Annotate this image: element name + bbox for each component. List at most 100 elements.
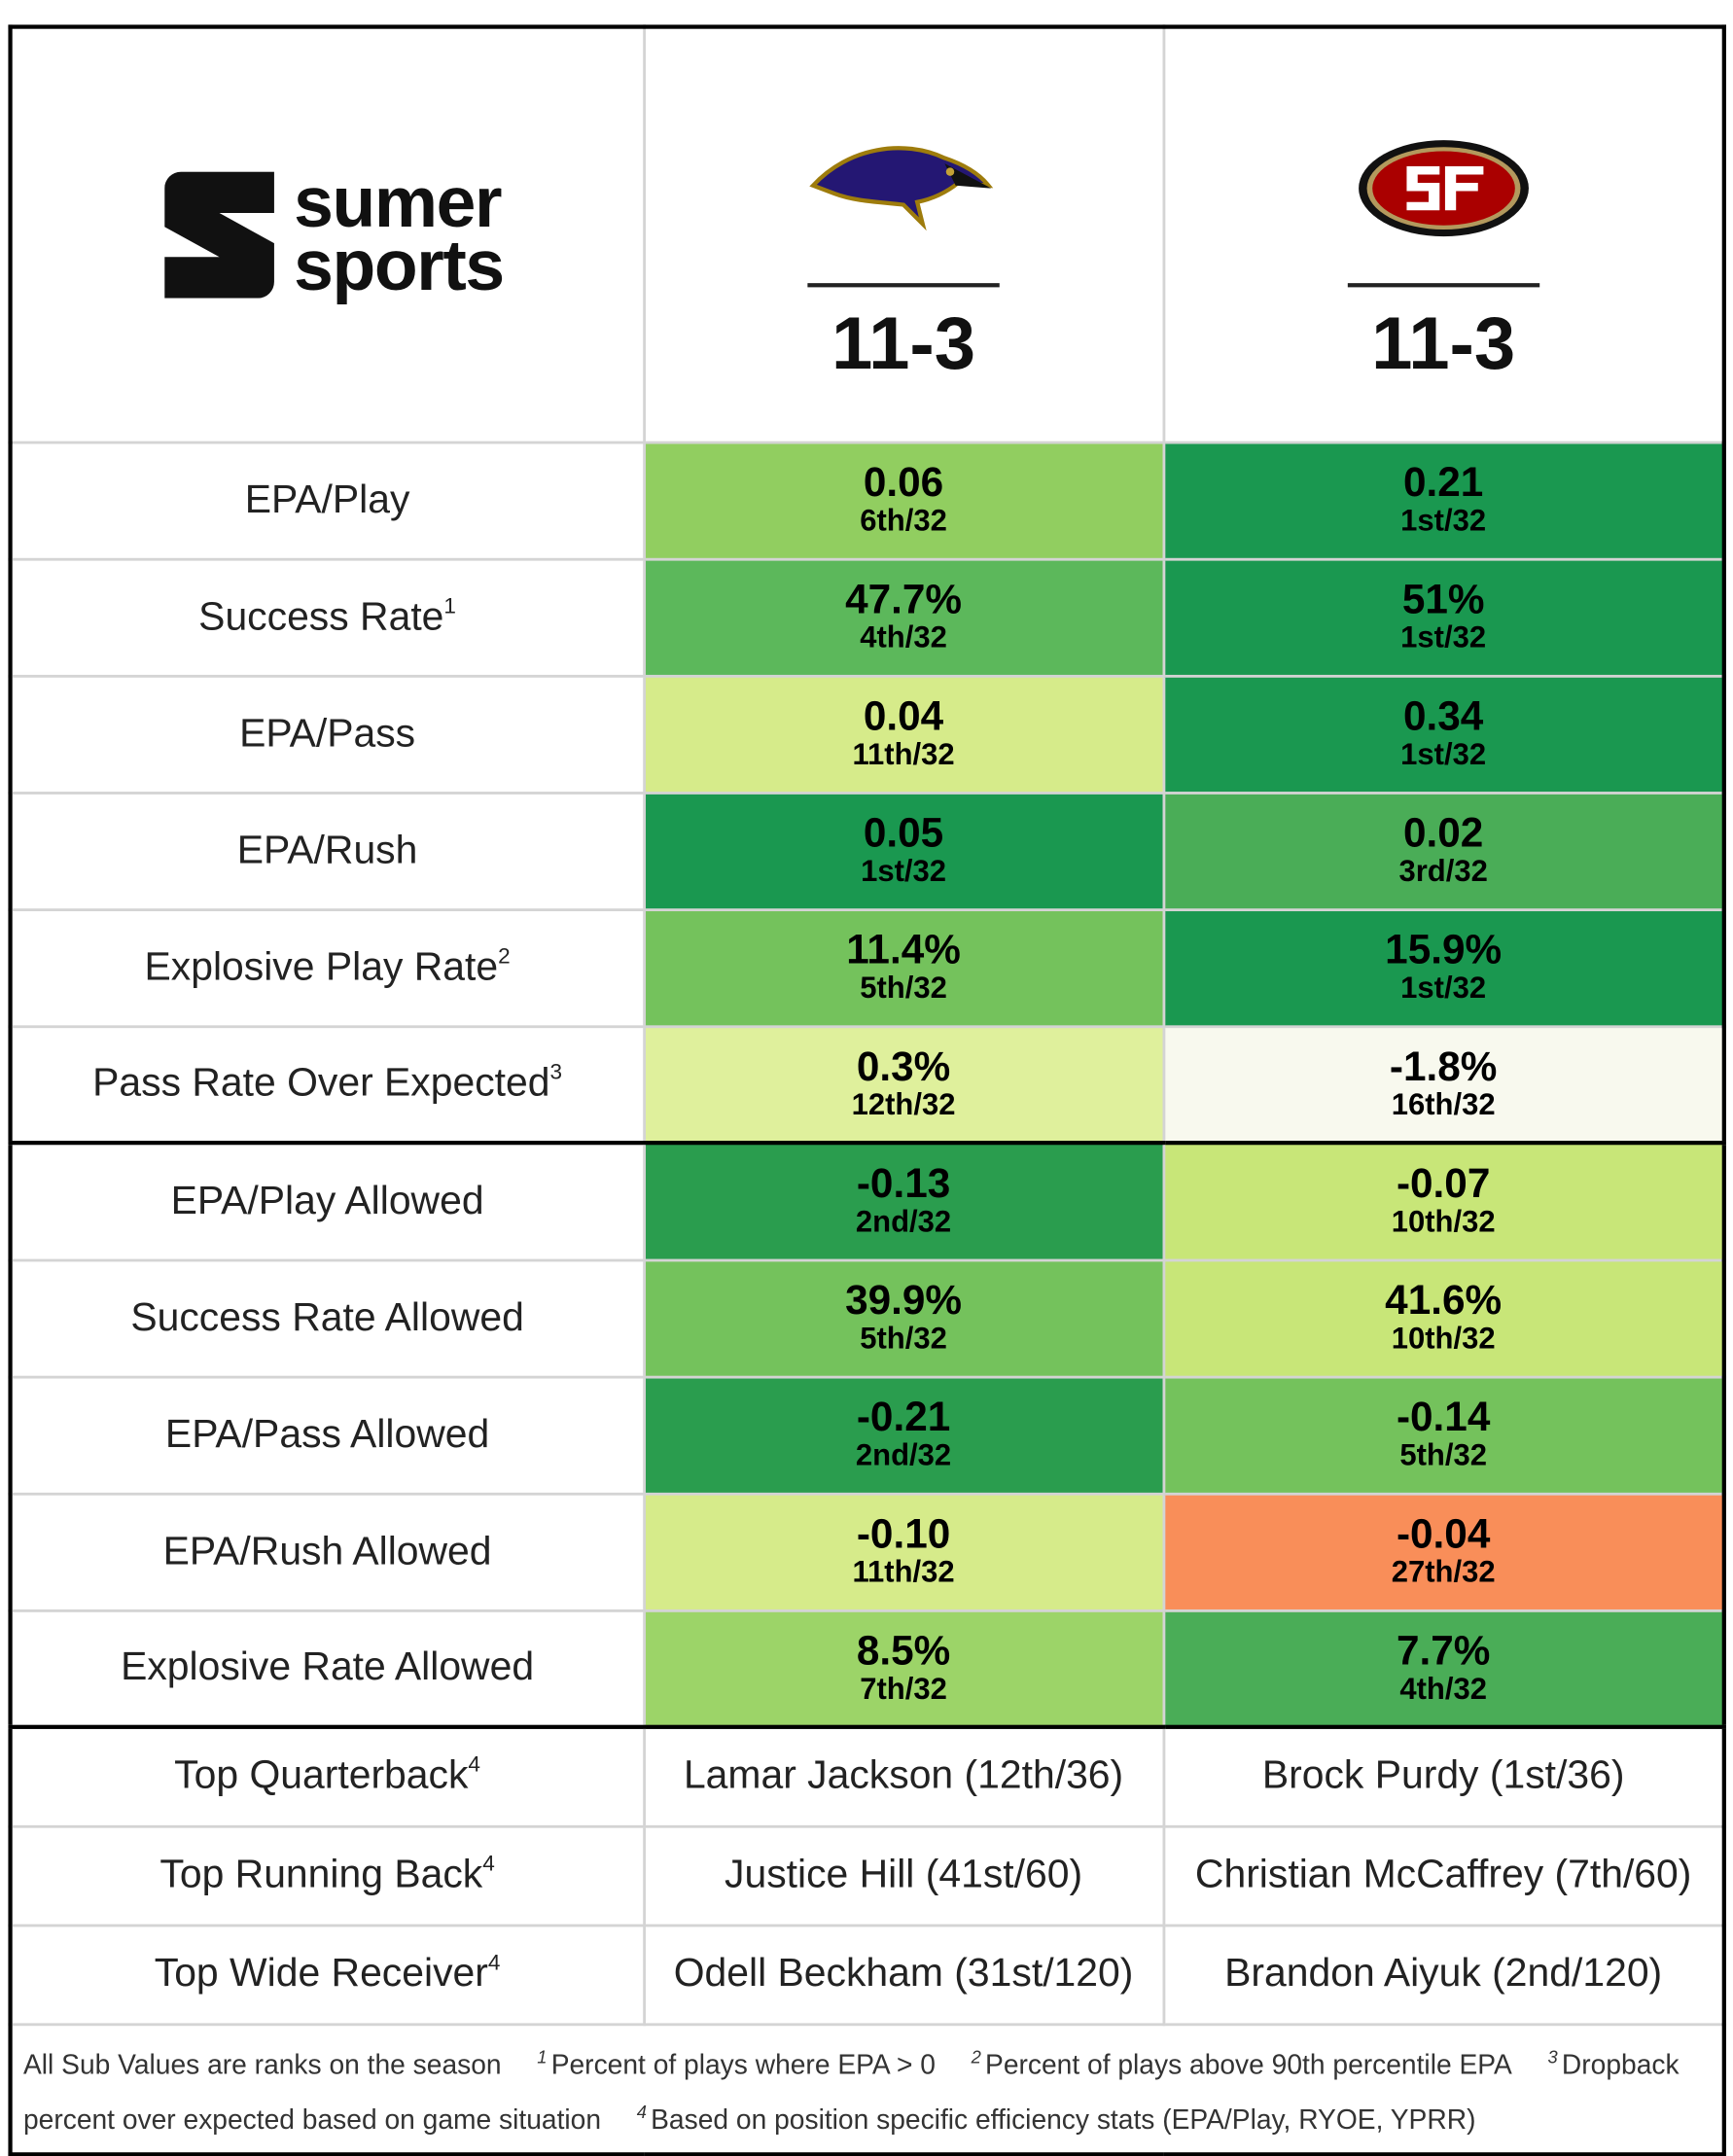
stat-row: EPA/Rush Allowed -0.10 11th/32 -0.04 27th/32: [9, 1492, 1726, 1612]
stat-rank: 11th/32: [852, 1554, 955, 1589]
stat-cell: 0.3% 12th/32: [642, 1024, 1165, 1146]
label-text: Top Quarterback: [174, 1753, 469, 1798]
stat-cell: 0.21 1st/32: [1161, 440, 1726, 560]
footnote-ref: 4: [468, 1753, 480, 1778]
team-logo: [1358, 139, 1529, 236]
stat-cell: 39.9% 5th/32: [642, 1257, 1165, 1378]
footnote-mark: 4: [636, 2101, 647, 2122]
footnote-mark: 3: [1547, 2045, 1558, 2067]
stat-value: 41.6%: [1385, 1278, 1503, 1325]
footnote-text: Based on position specific efficiency st…: [651, 2104, 1476, 2136]
stat-rank: 1st/32: [861, 853, 947, 888]
team-logo: [809, 145, 994, 230]
stat-value: 0.05: [863, 810, 944, 857]
stat-cell: 0.05 1st/32: [642, 791, 1165, 911]
stat-rank: 1st/32: [1400, 619, 1487, 654]
row-label: Explosive Rate Allowed: [9, 1608, 646, 1729]
row-label: Top Wide Receiver4: [9, 1923, 646, 2026]
stat-value: 0.34: [1402, 693, 1484, 740]
brand-text: sumer sports: [294, 162, 505, 306]
stat-rank: 1st/32: [1400, 736, 1487, 771]
stat-rank: 5th/32: [1399, 1437, 1487, 1472]
stat-rank: 2nd/32: [855, 1437, 952, 1472]
footer-intro: All Sub Values are ranks on the season: [22, 2049, 502, 2081]
stat-row: EPA/Rush 0.05 1st/32 0.02 3rd/32: [9, 791, 1726, 911]
stat-rank: 1st/32: [1400, 970, 1487, 1006]
stat-cell: 41.6% 10th/32: [1161, 1257, 1726, 1378]
label-text: EPA/Rush Allowed: [162, 1529, 492, 1573]
stat-rank: 3rd/32: [1398, 853, 1488, 888]
stat-value: 7.7%: [1396, 1628, 1491, 1675]
stat-value: 0.3%: [856, 1043, 951, 1090]
footer: All Sub Values are ranks on the season 1 P…: [9, 2022, 1726, 2156]
divider: [807, 282, 1000, 288]
stat-value: -0.10: [856, 1511, 951, 1558]
player-cell: Odell Beckham (31st/120): [642, 1923, 1165, 2026]
player-cell: Christian McCaffrey (7th/60): [1161, 1824, 1726, 1926]
player-cell: Justice Hill (41st/60): [642, 1824, 1165, 1926]
row-label: Pass Rate Over Expected3: [9, 1024, 646, 1146]
stat-row: Pass Rate Over Expected3 0.3% 12th/32 -1.8%…: [9, 1024, 1726, 1146]
stat-cell: 15.9% 1st/32: [1161, 907, 1726, 1028]
brand-line: sports: [294, 226, 505, 306]
row-label: EPA/Pass: [9, 674, 646, 795]
stat-value: -0.04: [1396, 1511, 1491, 1558]
stat-rank: 4th/32: [860, 619, 947, 654]
player-cell: Brandon Aiyuk (2nd/120): [1161, 1923, 1726, 2026]
stat-row: Explosive Play Rate2 11.4% 5th/32 15.9% 1st/…: [9, 907, 1726, 1028]
label-text: Top Wide Receiver: [154, 1951, 488, 1997]
stat-value: -1.8%: [1389, 1043, 1498, 1090]
label-text: Success Rate: [198, 594, 444, 639]
stat-cell: 0.06 6th/32: [642, 440, 1165, 560]
label-text: EPA/Pass Allowed: [164, 1412, 490, 1457]
stat-cell: -0.10 11th/32: [642, 1492, 1165, 1612]
stat-rank: 10th/32: [1391, 1204, 1496, 1239]
footnote-ref: 2: [498, 944, 511, 969]
stat-value: -0.14: [1396, 1395, 1491, 1441]
label-text: EPA/Play: [244, 477, 410, 522]
stat-row: Success Rate1 47.7% 4th/32 51% 1st/32: [9, 557, 1726, 678]
stat-value: 0.04: [863, 693, 944, 740]
stat-value: 11.4%: [846, 927, 961, 973]
stat-rank: 11th/32: [852, 736, 955, 771]
player-cell: Brock Purdy (1st/36): [1161, 1725, 1726, 1827]
stat-cell: 0.02 3rd/32: [1161, 791, 1726, 911]
stat-value: -0.21: [856, 1395, 951, 1441]
footnote-ref: 1: [443, 594, 456, 619]
stat-cell: 47.7% 4th/32: [642, 557, 1165, 678]
player-row: Top Wide Receiver4 Odell Beckham (31st/12…: [9, 1923, 1726, 2026]
stat-rank: 6th/32: [860, 503, 947, 538]
footnote-mark: 1: [537, 2045, 548, 2067]
label-text: Success Rate Allowed: [130, 1295, 524, 1340]
row-label: Explosive Play Rate2: [9, 907, 646, 1028]
footnote-ref: 4: [482, 1853, 495, 1877]
stat-value: -0.13: [856, 1161, 951, 1208]
stat-cell: 51% 1st/32: [1161, 557, 1726, 678]
row-label: EPA/Pass Allowed: [9, 1375, 646, 1495]
row-label: EPA/Play Allowed: [9, 1141, 646, 1261]
stat-row: Success Rate Allowed 39.9% 5th/32 41.6% 10th…: [9, 1257, 1726, 1378]
brand-line: sumer: [294, 162, 502, 243]
player-row: Top Quarterback4 Lamar Jackson (12th/36) B…: [9, 1725, 1726, 1827]
footnote-text: Dropback percent over expected based on …: [22, 2049, 1680, 2136]
label-text: Top Running Back: [159, 1853, 483, 1897]
stat-value: -0.07: [1396, 1161, 1491, 1208]
stat-value: 51%: [1401, 577, 1485, 623]
row-label: Success Rate1: [9, 557, 646, 678]
stat-row: EPA/Play Allowed -0.13 2nd/32 -0.07 10th/32: [9, 1141, 1726, 1261]
stat-rank: 4th/32: [1399, 1671, 1487, 1706]
team-record: 11-3: [1371, 301, 1516, 385]
stat-rank: 5th/32: [860, 1321, 947, 1356]
stat-cell: 7.7% 4th/32: [1161, 1608, 1726, 1729]
row-label: Top Quarterback4: [9, 1725, 646, 1827]
label-text: EPA/Rush: [236, 828, 418, 872]
stat-rank: 1st/32: [1400, 503, 1487, 538]
divider: [1347, 282, 1539, 288]
stat-rank: 12th/32: [851, 1086, 956, 1121]
label-text: Pass Rate Over Expected: [92, 1061, 550, 1106]
stat-row: Explosive Rate Allowed 8.5% 7th/32 7.7% 4th/…: [9, 1608, 1726, 1729]
stat-cell: -0.07 10th/32: [1161, 1141, 1726, 1261]
stat-cell: 8.5% 7th/32: [642, 1608, 1165, 1729]
player-cell: Lamar Jackson (12th/36): [642, 1725, 1165, 1827]
team-cell: 11-3: [1161, 25, 1726, 443]
